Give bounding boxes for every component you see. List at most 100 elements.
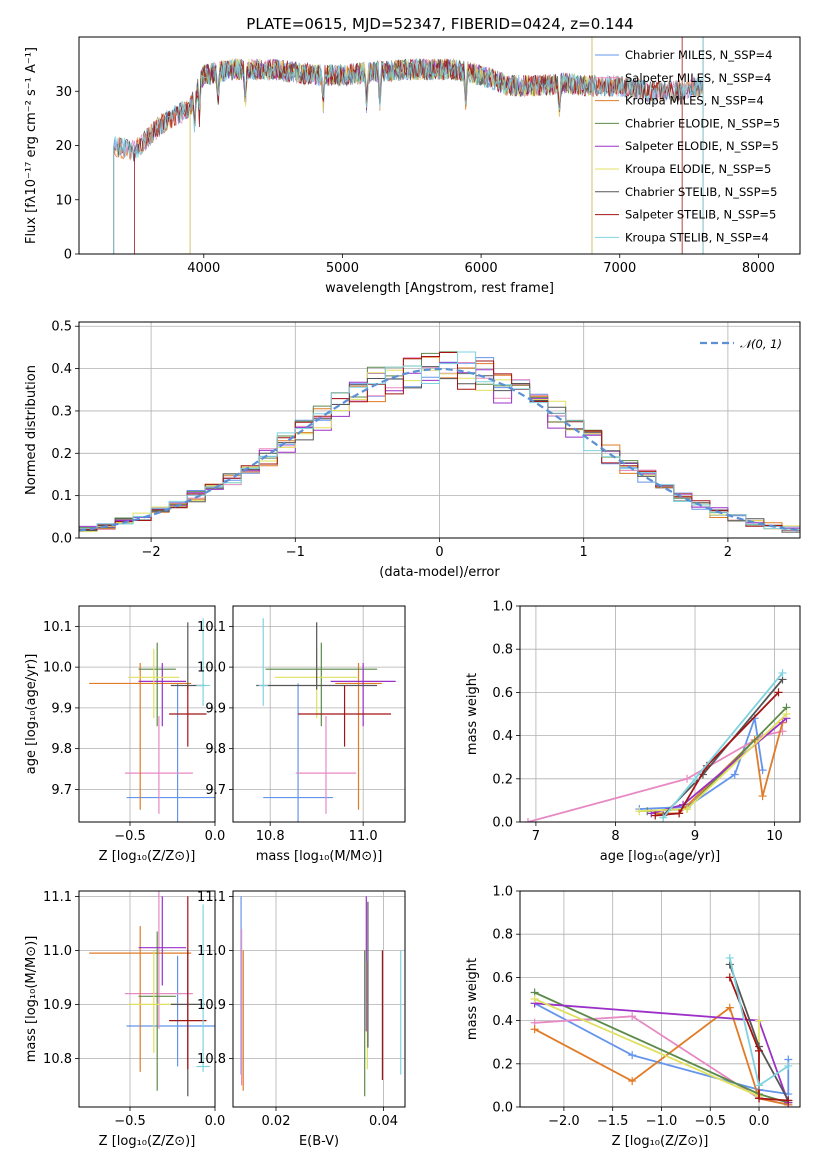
x-tick-label: 8000 (742, 261, 775, 276)
errorbar-point (128, 648, 180, 719)
x-axis-label: Z [log₁₀(Z/Z⊙)] (612, 1134, 709, 1149)
y-tick-label: 0.3 (51, 404, 72, 419)
axes-frame (232, 605, 406, 823)
weight-marker (628, 1077, 637, 1086)
y-tick-label: 10.1 (197, 620, 226, 635)
x-tick-label: 6000 (465, 261, 498, 276)
x-tick-label: 4000 (187, 261, 220, 276)
errorbar-point (128, 950, 180, 1053)
y-tick-label: 0.0 (492, 816, 513, 831)
errorbar-point (256, 622, 378, 690)
x-tick-label: −2 (142, 545, 161, 560)
weight-marker (774, 688, 783, 697)
x-axis-label: wavelength [Angstrom, rest frame] (325, 281, 554, 296)
weight-marker (784, 1096, 793, 1105)
legend-label: Salpeter STELIB, N_SSP=5 (625, 208, 776, 222)
y-tick-label: 0.2 (492, 772, 513, 787)
weight-marker (628, 1051, 637, 1060)
x-tick-label: 11.0 (349, 829, 378, 844)
histogram-step (79, 351, 800, 531)
legend-label: Salpeter ELODIE, N_SSP=5 (625, 139, 779, 153)
y-tick-label: 0.8 (492, 643, 513, 658)
axes-frame (78, 890, 216, 1108)
weight-marker (530, 1025, 539, 1034)
mass_vs_Z-panel: −0.5 0.0 10.8 10.9 11.0 11.1 Z [log₁₀(Z/Z⊙)] ma… (24, 890, 226, 1149)
axes-frame (232, 890, 406, 1108)
legend-label: Kroupa ELODIE, N_SSP=5 (625, 162, 771, 176)
weight-marker (635, 807, 644, 816)
y-tick-label: 0.4 (492, 729, 513, 744)
y-axis-label: mass [log₁₀(M/M⊙)] (24, 936, 39, 1063)
weight-marker (683, 805, 692, 814)
y-axis-label: mass weight (465, 958, 480, 1040)
spectrum-panel: 4000 5000 6000 7000 8000 0 10 20 30 wavelength [A… (24, 36, 801, 296)
y-tick-label: 1.0 (492, 600, 513, 615)
legend-label: Chabrier ELODIE, N_SSP=5 (625, 116, 780, 130)
figure-title: PLATE=0615, MJD=52347, FIBERID=0424, z=0… (246, 15, 633, 33)
errorbar-point (335, 663, 382, 810)
x-tick-label: 5000 (326, 261, 359, 276)
y-tick-label: 10.1 (43, 620, 72, 635)
mass_weight_vs_Z-panel: −2.0 −1.5 −1.0 −0.5 0.0 0.0 0.2 0.4 0.6 0.8 1.0 Z [… (465, 885, 801, 1149)
y-tick-label: 0.0 (51, 532, 72, 547)
x-tick-label: −0.5 (694, 1114, 726, 1129)
y-tick-label: 0.6 (492, 686, 513, 701)
weight-marker (755, 1094, 764, 1103)
errorbar-point (169, 896, 207, 1070)
y-tick-label: 11.0 (43, 944, 72, 959)
x-tick-label: 8 (611, 829, 619, 844)
x-axis-label: age [log₁₀(age/yr)] (600, 849, 721, 864)
x-tick-label: −2.0 (548, 1114, 580, 1129)
y-tick-label: 10.8 (43, 1052, 72, 1067)
x-tick-label: 10.8 (256, 829, 285, 844)
y-tick-label: 0.6 (492, 971, 513, 986)
x-axis-label: mass [log₁₀(M/M⊙)] (256, 849, 383, 864)
weight-marker (755, 1046, 764, 1055)
errorbar-point (258, 618, 268, 706)
legend-label: Chabrier MILES, N_SSP=4 (625, 48, 772, 62)
x-tick-label: 2 (724, 545, 732, 560)
x-tick-label: 7000 (603, 261, 636, 276)
y-tick-label: 11.1 (197, 890, 226, 905)
weight-marker (683, 774, 692, 783)
axes-frame (78, 605, 216, 823)
x-axis-label: Z [log₁₀(Z/Z⊙)] (99, 1134, 196, 1149)
x-axis-label: E(B-V) (299, 1134, 339, 1149)
errorbar-point (169, 685, 207, 747)
errorbar-point (330, 663, 396, 727)
x-tick-label: 7 (532, 829, 540, 844)
x-axis-label: Z [log₁₀(Z/Z⊙)] (99, 849, 196, 864)
axes-frame (519, 605, 801, 823)
y-tick-label: 0.0 (492, 1101, 513, 1116)
y-tick-label: 9.7 (205, 783, 226, 798)
x-tick-label: −0.5 (114, 829, 146, 844)
x-tick-label: 0.0 (205, 1114, 226, 1129)
x-axis-label: (data-model)/error (379, 565, 500, 580)
weight-marker (523, 818, 532, 822)
errorbar-point (138, 931, 176, 1091)
x-tick-label: −1 (286, 545, 305, 560)
legend-label: 𝒩(0, 1) (740, 337, 782, 351)
y-axis-label: Normed distribution (24, 365, 39, 495)
x-tick-label: −1.5 (597, 1114, 629, 1129)
y-tick-label: 10.9 (197, 998, 226, 1013)
y-tick-label: 0.1 (51, 489, 72, 504)
legend-label: Kroupa STELIB, N_SSP=4 (625, 230, 769, 244)
weight-line (728, 977, 789, 1102)
x-tick-label: 1 (580, 545, 588, 560)
y-tick-label: 30 (55, 85, 72, 100)
x-tick-label: 0 (435, 545, 443, 560)
y-tick-label: 9.9 (51, 701, 72, 716)
y-tick-label: 10 (55, 193, 72, 208)
y-tick-label: 10.0 (43, 661, 72, 676)
y-tick-label: 10.8 (197, 1052, 226, 1067)
x-tick-label: 0.0 (749, 1114, 770, 1129)
y-axis-label: mass weight (465, 673, 480, 755)
y-tick-label: 10.0 (197, 661, 226, 676)
weight-marker (725, 973, 734, 982)
spectrum-model-line (113, 58, 704, 159)
errorbar-point (89, 926, 192, 1072)
errorbar-point (124, 716, 193, 814)
x-tick-label: 10 (766, 829, 783, 844)
